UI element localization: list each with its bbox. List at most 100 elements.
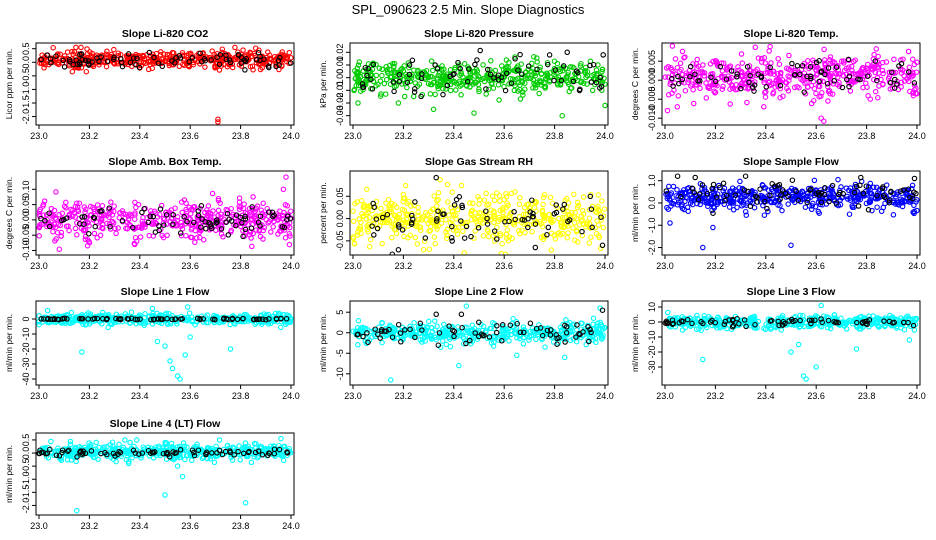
data-point <box>873 46 880 52</box>
data-point <box>506 59 512 66</box>
data-point <box>910 322 917 329</box>
data-point <box>183 232 189 239</box>
data-point <box>540 201 546 208</box>
y-tick-label: 0.05 <box>335 188 345 206</box>
data-point <box>562 322 568 329</box>
data-point <box>709 207 715 214</box>
data-point <box>98 216 104 223</box>
data-point <box>566 217 573 223</box>
outlier-point <box>177 376 183 382</box>
data-point <box>542 344 548 350</box>
data-point <box>415 326 422 332</box>
data-point <box>97 232 104 239</box>
data-point <box>890 212 897 218</box>
data-point <box>462 79 468 85</box>
data-point <box>242 216 249 222</box>
data-point <box>692 174 698 181</box>
data-point <box>69 68 76 75</box>
data-point <box>500 205 506 211</box>
data-point <box>117 55 124 62</box>
data-point <box>580 80 587 86</box>
outlier-point <box>564 49 570 56</box>
data-point <box>710 58 716 65</box>
data-point <box>830 60 836 66</box>
y-tick-label: 0.05 <box>21 196 31 214</box>
data-point <box>818 190 825 197</box>
data-point <box>464 78 471 85</box>
data-point <box>506 218 512 225</box>
data-point <box>70 51 76 57</box>
data-point <box>355 70 361 77</box>
data-point <box>389 234 395 241</box>
data-point <box>139 224 145 230</box>
series-reference <box>38 49 294 73</box>
data-point <box>399 206 406 213</box>
data-point <box>722 197 728 204</box>
data-point <box>594 218 600 224</box>
panel-title: Slope Sample Flow <box>743 156 840 168</box>
data-point <box>713 194 720 200</box>
data-point <box>139 218 146 225</box>
outlier-point <box>182 352 188 358</box>
data-point <box>541 192 548 198</box>
x-tick-label: 23.4 <box>445 391 463 401</box>
data-point <box>594 330 601 337</box>
data-point <box>447 343 454 350</box>
data-point <box>100 225 106 232</box>
x-tick-label: 23.8 <box>546 261 564 271</box>
data-point <box>531 70 537 77</box>
data-point <box>456 78 463 85</box>
data-point <box>821 57 828 63</box>
data-point <box>374 225 381 232</box>
data-point <box>775 77 782 83</box>
data-point <box>816 78 822 85</box>
data-point <box>184 52 190 59</box>
data-point <box>439 338 446 344</box>
data-point <box>477 216 483 222</box>
data-point <box>158 316 165 323</box>
data-point <box>517 82 523 88</box>
data-point <box>235 52 242 58</box>
data-point <box>131 216 138 222</box>
data-point <box>89 59 95 65</box>
data-point <box>547 194 554 201</box>
data-point <box>511 87 518 94</box>
data-point <box>263 317 269 323</box>
data-point <box>472 330 478 336</box>
data-point <box>880 81 886 88</box>
data-point <box>913 85 919 92</box>
y-tick-label: -0.10 <box>21 240 31 261</box>
data-point <box>238 60 244 66</box>
data-point <box>249 63 256 69</box>
outlier-point <box>664 107 671 114</box>
data-point <box>670 320 677 327</box>
data-point <box>224 207 231 214</box>
data-point <box>459 202 465 209</box>
data-point <box>82 220 88 226</box>
data-point <box>273 63 279 70</box>
data-point <box>700 62 706 68</box>
data-point <box>111 56 117 63</box>
data-point <box>779 187 786 193</box>
data-point <box>835 191 842 198</box>
data-point <box>388 200 395 207</box>
data-point <box>539 223 546 230</box>
data-point <box>840 320 847 326</box>
data-point <box>36 208 43 215</box>
data-point <box>97 208 103 214</box>
data-point <box>770 68 776 75</box>
data-point <box>764 69 771 76</box>
data-point <box>133 62 139 68</box>
data-point <box>189 225 195 231</box>
data-point <box>354 232 361 238</box>
data-point <box>156 223 162 229</box>
data-point <box>701 187 708 193</box>
data-point <box>767 325 774 331</box>
data-point <box>530 332 537 338</box>
data-point <box>243 312 250 318</box>
data-point <box>539 207 546 214</box>
data-point <box>564 195 570 202</box>
data-point <box>843 326 850 332</box>
data-point <box>824 324 831 331</box>
data-point <box>536 67 543 73</box>
